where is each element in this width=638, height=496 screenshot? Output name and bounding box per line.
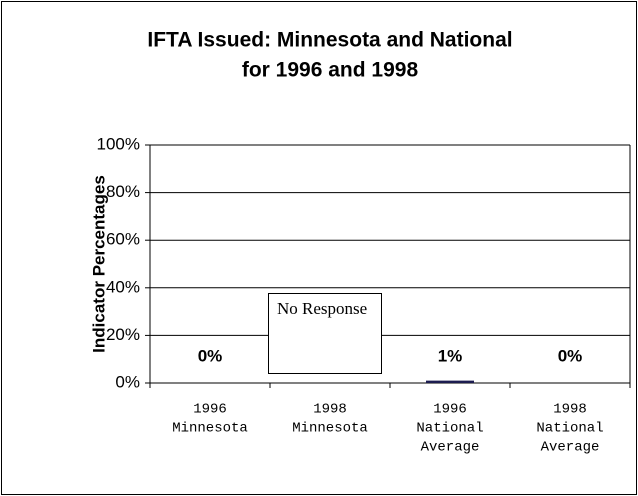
annotation-box: No Response — [268, 293, 382, 374]
y-tick-label: 20% — [106, 325, 140, 344]
bar — [426, 380, 474, 383]
annotation: No Response — [268, 293, 382, 374]
x-tick-label: National — [416, 421, 483, 437]
x-tick-label: 1998 — [553, 402, 587, 418]
x-tick-label: Minnesota — [172, 421, 248, 437]
value-label: 1% — [438, 346, 463, 365]
y-tick-label: 40% — [106, 277, 140, 296]
x-tick-label: National — [536, 421, 603, 437]
value-label: 0% — [198, 346, 223, 365]
x-tick-label: 1996 — [193, 402, 227, 418]
y-tick-label: 0% — [115, 372, 140, 391]
chart-title: IFTA Issued: Minnesota and National — [147, 29, 512, 52]
x-tick-label: 1998 — [313, 402, 347, 418]
x-tick-label: 1996 — [433, 402, 467, 418]
value-label: 0% — [558, 346, 583, 365]
y-tick-label: 100% — [97, 134, 140, 153]
y-axis-title: Indicator Percentages — [89, 175, 108, 353]
y-tick-label: 60% — [106, 230, 140, 249]
y-tick-label: 80% — [106, 182, 140, 201]
x-tick-label: Minnesota — [292, 421, 368, 437]
x-tick-label: Average — [541, 440, 600, 456]
x-tick-label: Average — [421, 440, 480, 456]
chart-title: for 1996 and 1998 — [242, 59, 419, 82]
